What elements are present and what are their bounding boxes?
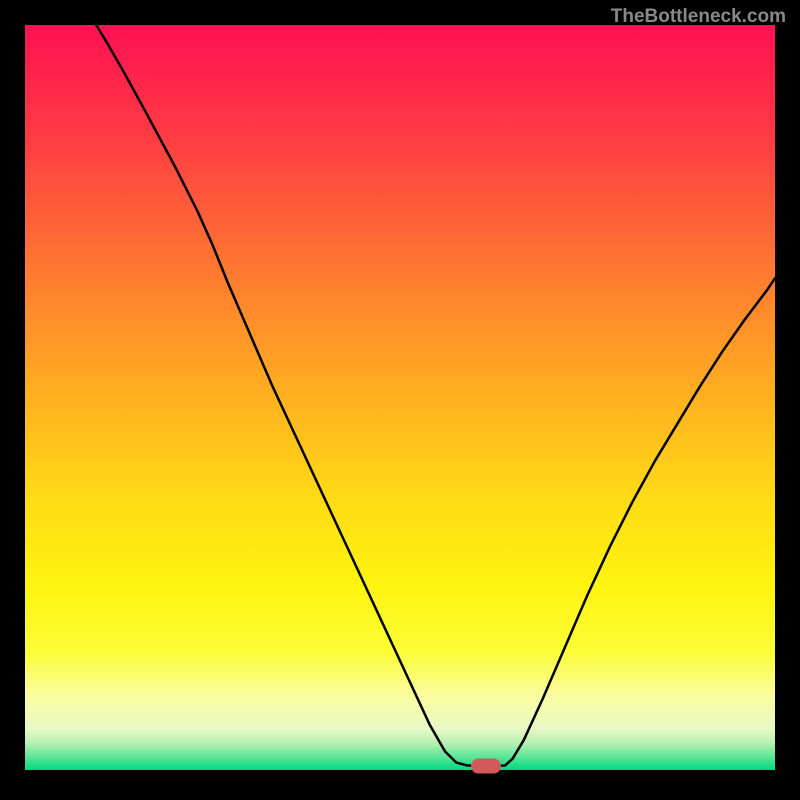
bottleneck-curve xyxy=(25,25,775,770)
watermark-text: TheBottleneck.com xyxy=(611,6,786,28)
plot-area xyxy=(25,25,775,770)
minimum-marker xyxy=(471,758,501,773)
